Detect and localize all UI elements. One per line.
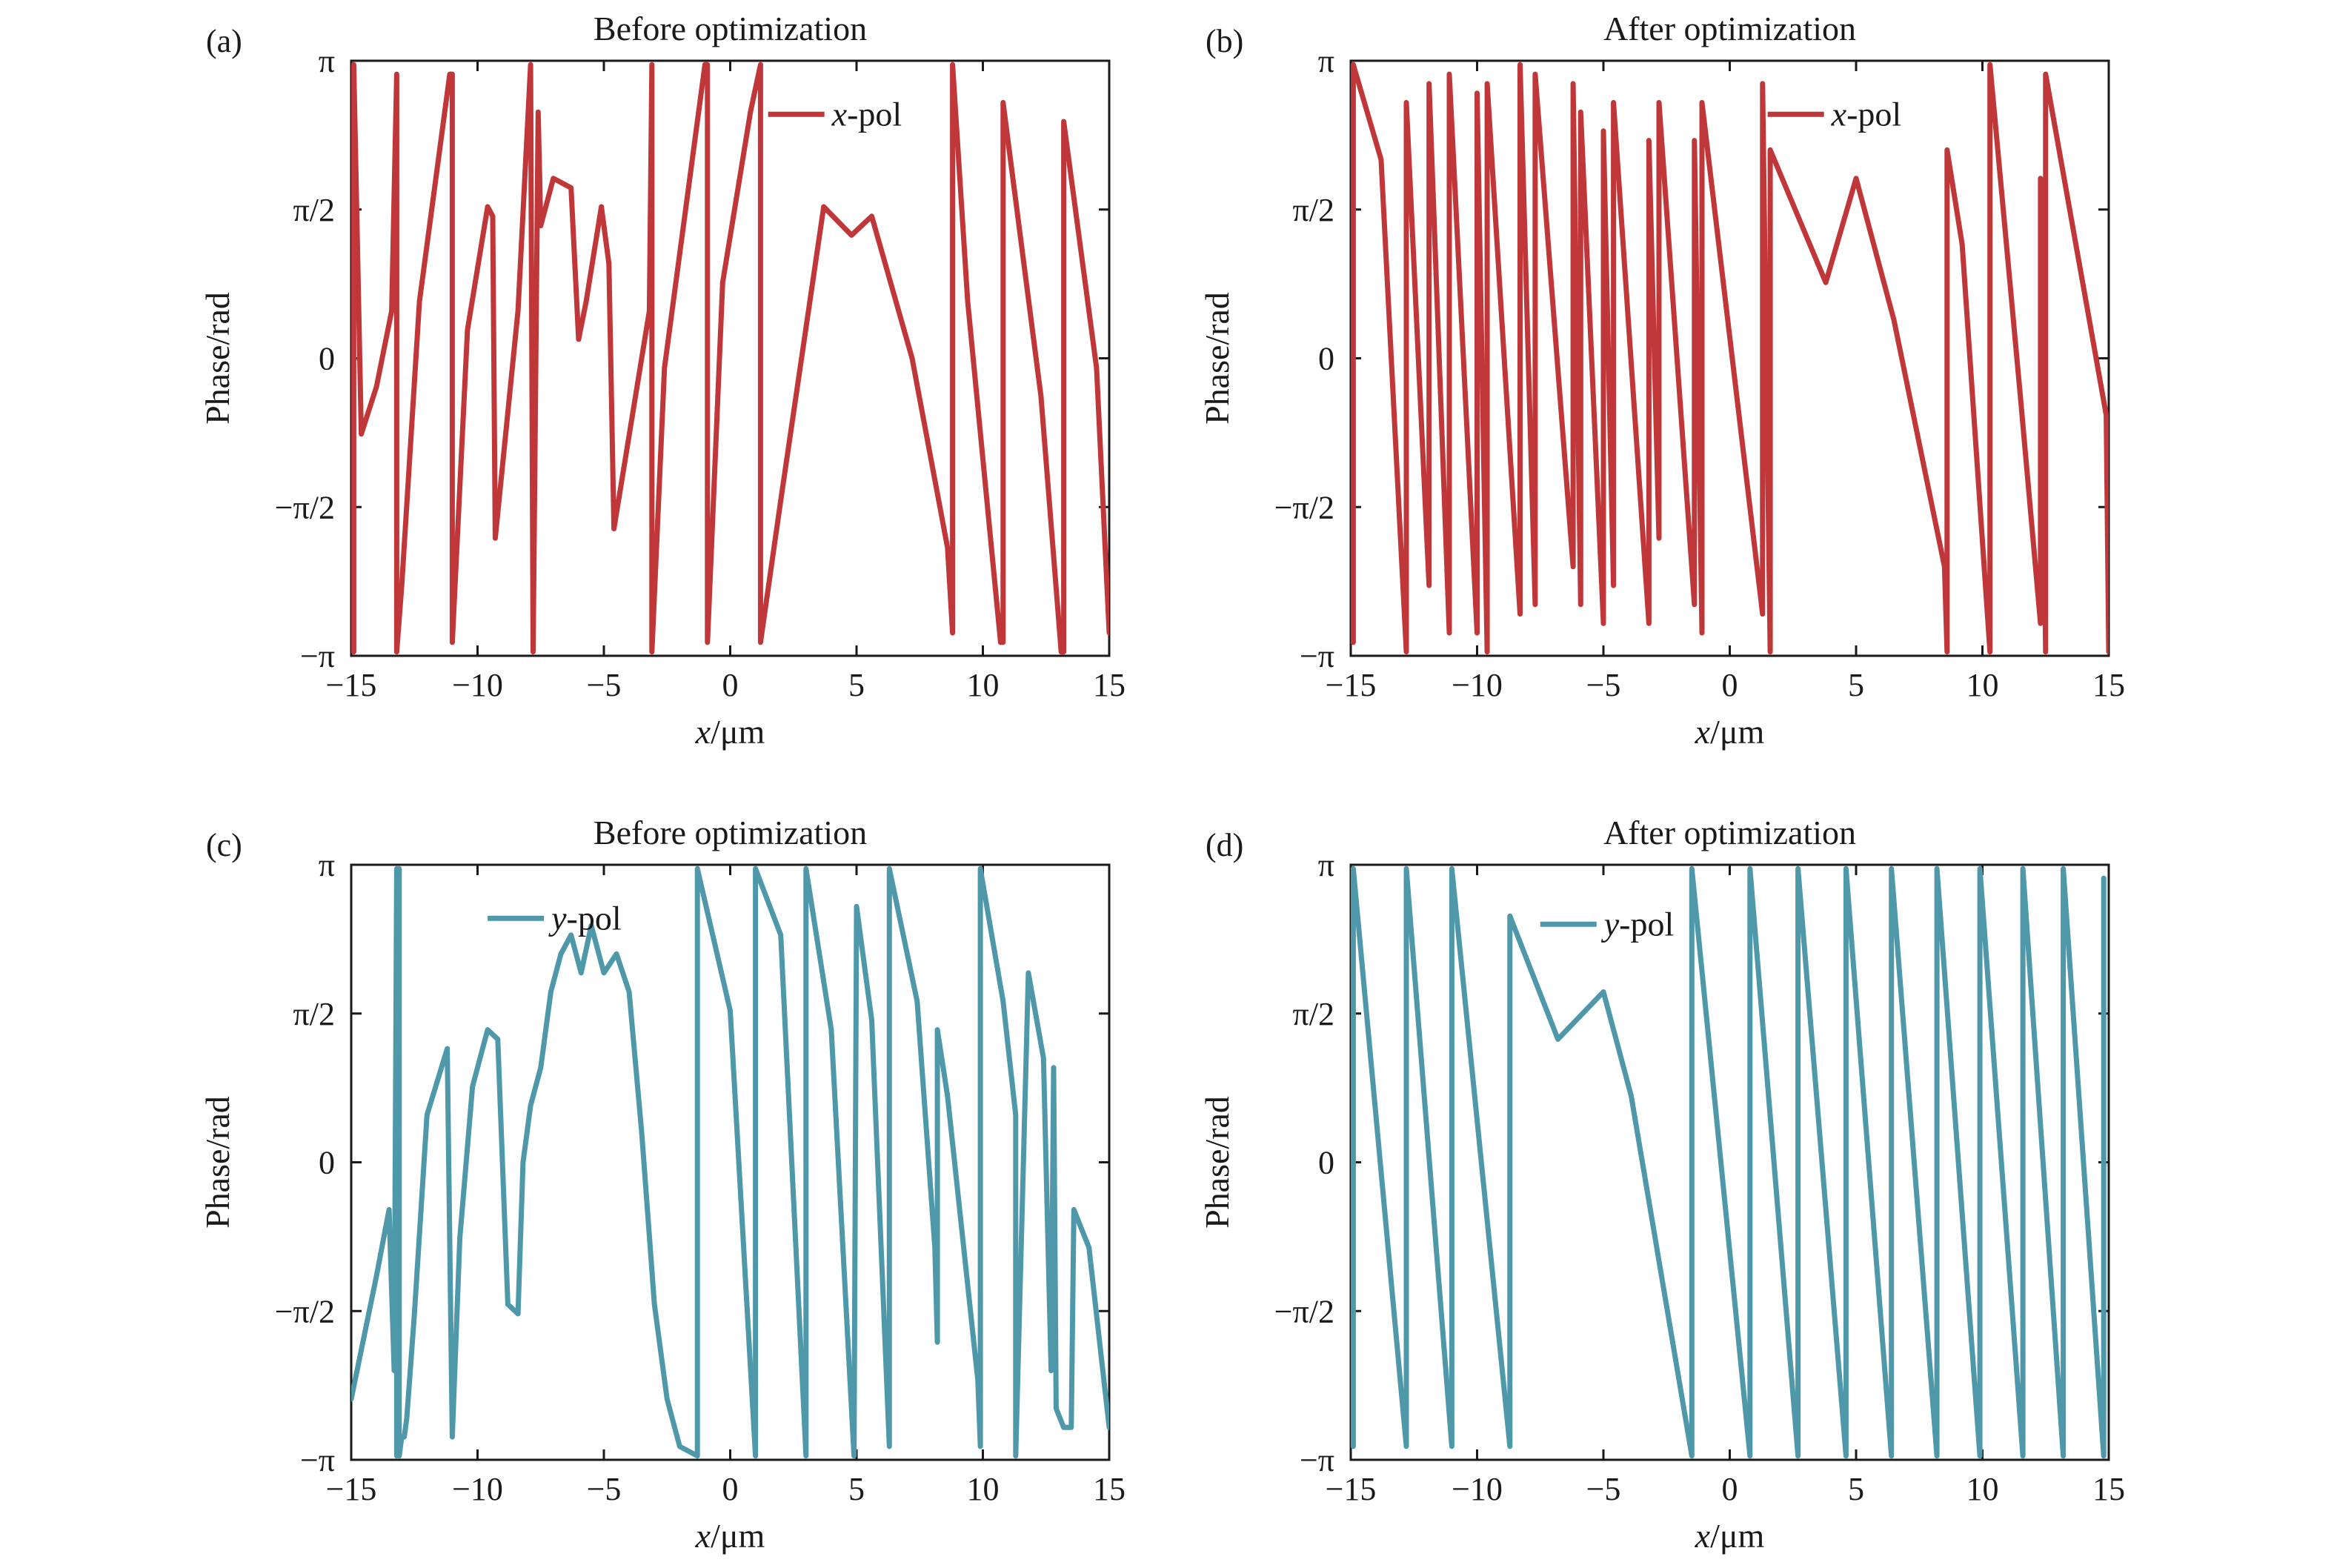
y-tick-label: 0 (1318, 1145, 1334, 1181)
legend-label-var: y (548, 899, 567, 937)
x-tick-label: 0 (722, 667, 739, 703)
x-tick-label: −10 (1452, 1471, 1503, 1507)
x-axis-label: x/μm (695, 1517, 765, 1555)
x-tick-label: 10 (967, 667, 1000, 703)
x-axis-label: x/μm (1695, 713, 1765, 751)
panel-label: (c) (206, 827, 242, 863)
x-axis-label: x/μm (1695, 1517, 1765, 1555)
series-line-x-pol (1351, 62, 2109, 655)
legend: x-pol (1767, 95, 1902, 133)
x-tick-label: 5 (1848, 1471, 1864, 1507)
x-tick-label: −15 (1326, 1471, 1377, 1507)
x-tick-label: 10 (967, 1471, 1000, 1507)
panel-title: After optimization (1603, 10, 1856, 47)
x-axis-label-var: x (1695, 1517, 1711, 1555)
y-tick-label: π (1318, 43, 1334, 79)
y-tick-label: −π (1300, 638, 1334, 674)
x-axis-label-var: x (695, 1517, 711, 1555)
y-tick-label: π (319, 43, 335, 79)
legend-label: y-pol (548, 899, 622, 937)
legend-label: x-pol (831, 95, 902, 133)
series-line-x-pol (351, 62, 1109, 655)
series-line-y-pol (351, 866, 1109, 1459)
x-tick-label: 5 (848, 667, 865, 703)
x-tick-label: −10 (452, 1471, 503, 1507)
x-tick-label: −15 (326, 1471, 377, 1507)
y-axis-label: Phase/rad (199, 292, 236, 425)
x-axis-label: x/μm (695, 713, 765, 751)
series-line-y-pol (1351, 866, 2107, 1459)
legend-label-rest: -pol (1619, 905, 1674, 943)
y-axis-label: Phase/rad (1198, 1096, 1236, 1229)
y-axis-label: Phase/rad (199, 1096, 236, 1229)
x-tick-label: 0 (1722, 667, 1738, 703)
y-tick-label: 0 (319, 341, 335, 377)
y-tick-label: −π/2 (1274, 489, 1334, 525)
y-tick-label: 0 (1318, 341, 1334, 377)
panel-label: (b) (1206, 23, 1243, 59)
panel-4: −15 −10 −5 0 5 10 15 −π −π/2 0 π/2 π After optimizat… (1198, 814, 2125, 1555)
panel-label: (d) (1206, 827, 1243, 863)
y-tick-label: −π (300, 1442, 335, 1478)
plot-frame (1349, 863, 2110, 1461)
y-tick-label: 0 (319, 1145, 335, 1181)
legend: y-pol (488, 899, 622, 937)
x-tick-label: 0 (722, 1471, 739, 1507)
panel-title: Before optimization (594, 814, 867, 851)
x-tick-label: −5 (587, 667, 622, 703)
y-tick-label: π (1318, 847, 1334, 883)
x-tick-label: 15 (2092, 1471, 2125, 1507)
x-axis-label-var: x (1695, 713, 1711, 751)
x-tick-label: 15 (1093, 667, 1126, 703)
panel-1: −15 −10 −5 0 5 10 15 −π −π/2 0 π/2 π Before optimiza… (199, 10, 1126, 751)
x-tick-label: −10 (452, 667, 503, 703)
legend-label: y-pol (1601, 905, 1675, 943)
x-tick-label: −15 (1326, 667, 1377, 703)
legend-label-rest: -pol (847, 95, 902, 133)
legend: x-pol (768, 95, 902, 133)
y-axis-label: Phase/rad (1198, 292, 1236, 425)
y-tick-label: π/2 (1293, 996, 1334, 1032)
y-tick-label: −π/2 (275, 1293, 335, 1329)
legend-label-var: x (831, 95, 848, 133)
x-axis-label-unit: /μm (1710, 713, 1764, 751)
x-tick-label: 10 (1966, 667, 1999, 703)
legend-label-rest: -pol (567, 899, 622, 937)
x-tick-label: 15 (1093, 1471, 1126, 1507)
x-tick-label: −10 (1452, 667, 1503, 703)
y-tick-label: π/2 (293, 996, 335, 1032)
x-axis-label-unit: /μm (1710, 1517, 1764, 1555)
x-tick-label: 0 (1722, 1471, 1738, 1507)
legend: y-pol (1540, 905, 1675, 943)
x-tick-label: −5 (587, 1471, 622, 1507)
x-tick-label: 5 (1848, 667, 1864, 703)
y-tick-label: π/2 (1293, 192, 1334, 228)
x-tick-label: 5 (848, 1471, 865, 1507)
y-tick-label: π (319, 847, 335, 883)
x-tick-label: −15 (326, 667, 377, 703)
y-tick-label: −π (300, 638, 335, 674)
x-axis-label-unit: /μm (711, 713, 765, 751)
y-tick-label: −π/2 (1274, 1293, 1334, 1329)
x-tick-label: −5 (1586, 1471, 1621, 1507)
y-tick-label: −π (1300, 1442, 1334, 1478)
x-tick-label: −5 (1586, 667, 1621, 703)
y-tick-label: −π/2 (275, 489, 335, 525)
y-tick-label: π/2 (293, 192, 335, 228)
legend-label: x-pol (1831, 95, 1902, 133)
x-tick-label: 10 (1966, 1471, 1999, 1507)
x-axis-label-unit: /μm (711, 1517, 765, 1555)
panel-label: (a) (206, 23, 242, 59)
legend-label-var: x (1831, 95, 1847, 133)
panel-3: −15 −10 −5 0 5 10 15 −π −π/2 0 π/2 π Before optimiza… (199, 814, 1126, 1555)
x-axis-label-var: x (695, 713, 711, 751)
legend-label-var: y (1601, 905, 1620, 943)
x-tick-label: 15 (2092, 667, 2125, 703)
panel-title: Before optimization (594, 10, 867, 47)
panel-2: −15 −10 −5 0 5 10 15 −π −π/2 0 π/2 π After optimizat… (1198, 10, 2125, 751)
legend-label-rest: -pol (1846, 95, 1901, 133)
panel-title: After optimization (1603, 814, 1856, 851)
